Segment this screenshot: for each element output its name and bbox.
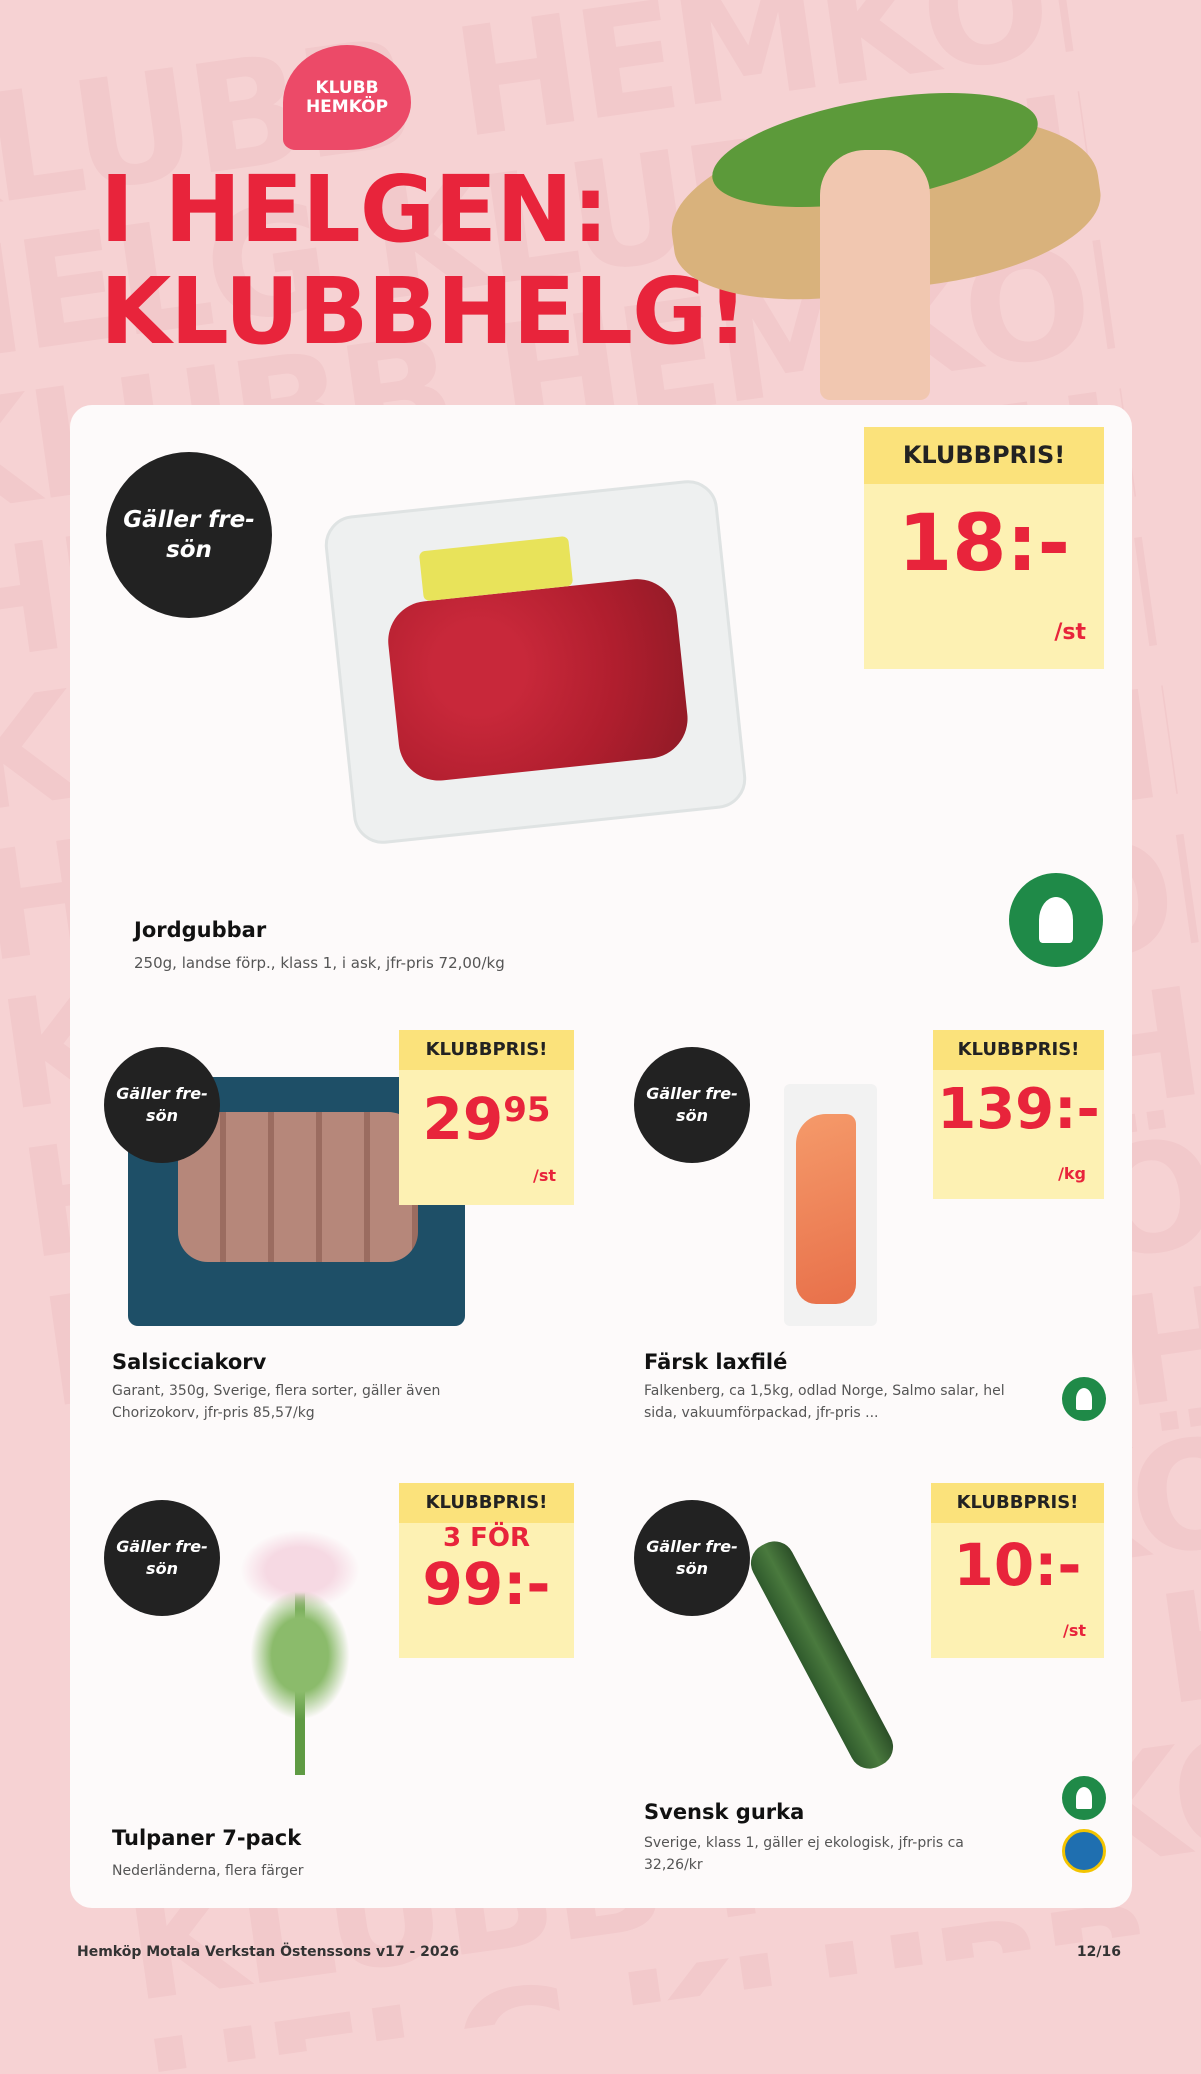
price-value: 10:- — [953, 1531, 1082, 1599]
price-unit: /st — [1054, 620, 1086, 645]
validity-badge: Gäller fre-sön — [106, 452, 272, 618]
footer-text: Hemköp Motala Verkstan Östenssons v17 - … — [77, 1944, 460, 1960]
tulips-image — [210, 1530, 389, 1779]
member-icon — [1062, 1776, 1106, 1820]
wrap-image — [650, 72, 1120, 400]
validity-badge: Gäller fre-sön — [634, 1047, 750, 1163]
product-desc: Falkenberg, ca 1,5kg, odlad Norge, Salmo… — [644, 1383, 1005, 1421]
price-unit: /kg — [1058, 1164, 1086, 1183]
headline-line1: I HELGEN: — [100, 156, 609, 263]
price-value: 139:- — [937, 1077, 1100, 1142]
price-unit: /st — [532, 1166, 556, 1185]
product-name: Tulpaner 7-pack — [112, 1826, 302, 1850]
product-desc: Nederländerna, flera färger — [112, 1863, 304, 1879]
price-prefix: 3 FÖR — [442, 1523, 531, 1553]
product-name: Svensk gurka — [644, 1800, 805, 1824]
price-tag: KLUBBPRIS! 10:- /st — [931, 1483, 1104, 1658]
logo-line1: KLUBB — [315, 77, 379, 98]
price-header: KLUBBPRIS! — [399, 1030, 574, 1070]
logo-line2: HEMKÖP — [305, 96, 389, 117]
price-header: KLUBBPRIS! — [399, 1483, 574, 1523]
price-tag: KLUBBPRIS! 18:- /st — [864, 427, 1104, 669]
member-icon — [1062, 1377, 1106, 1421]
price-tag: KLUBBPRIS! 2995 /st — [399, 1030, 574, 1205]
swedish-origin-icon — [1062, 1829, 1106, 1873]
strawberry-image — [321, 477, 750, 847]
product-desc: 250g, landse förp., klass 1, i ask, jfr-… — [134, 954, 505, 972]
price-cents: 95 — [503, 1090, 551, 1130]
price-value: 99:- — [422, 1550, 551, 1618]
headline-line2: KLUBBHELG! — [100, 258, 749, 365]
klubb-hemkop-logo: KLUBB HEMKÖP — [283, 45, 411, 150]
validity-badge: Gäller fre-sön — [104, 1500, 220, 1616]
price-value: 18:- — [897, 499, 1071, 589]
price-tag: KLUBBPRIS! 3 FÖR 99:- — [399, 1483, 574, 1658]
price-header: KLUBBPRIS! — [933, 1030, 1104, 1070]
product-name: Färsk laxfilé — [644, 1350, 788, 1374]
validity-badge: Gäller fre-sön — [634, 1500, 750, 1616]
price-header: KLUBBPRIS! — [864, 427, 1104, 484]
member-icon — [1009, 873, 1103, 967]
product-name: Salsicciakorv — [112, 1350, 267, 1374]
product-name: Jordgubbar — [134, 918, 267, 942]
price-unit: /st — [1062, 1621, 1086, 1640]
page-number: 12/16 — [1076, 1944, 1121, 1960]
product-desc: Sverige, klass 1, gäller ej ekologisk, j… — [644, 1835, 964, 1873]
validity-badge: Gäller fre-sön — [104, 1047, 220, 1163]
price-value: 29 — [422, 1085, 504, 1153]
price-header: KLUBBPRIS! — [931, 1483, 1104, 1523]
salmon-image — [784, 1084, 877, 1326]
price-tag: KLUBBPRIS! 139:- /kg — [933, 1030, 1104, 1199]
product-desc: Garant, 350g, Sverige, flera sorter, gäl… — [112, 1383, 441, 1421]
